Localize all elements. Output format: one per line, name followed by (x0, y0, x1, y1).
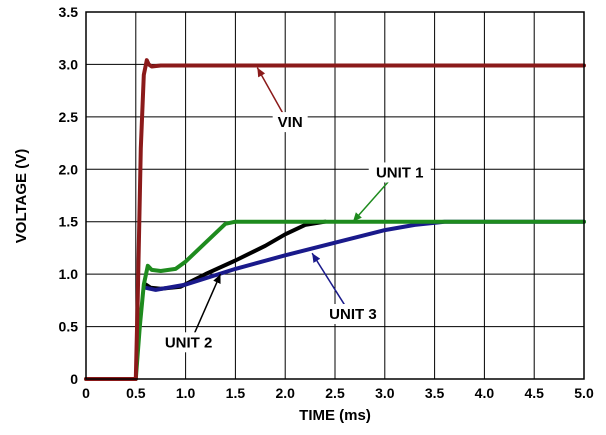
annotation-arrow-unit-2 (193, 273, 222, 334)
annotation-arrow-vin (256, 67, 284, 114)
annotation-label-vin: VIN (278, 114, 303, 131)
x-tick-label: 0 (82, 385, 90, 401)
y-tick-label: 2.0 (59, 161, 79, 177)
annotation-label-bg (272, 112, 308, 133)
y-tick-label: 3.5 (59, 4, 79, 20)
x-tick-label: 3.5 (425, 385, 445, 401)
annotation-label-bg (368, 162, 431, 183)
annotation-arrow-unit-1 (352, 179, 391, 223)
y-tick-label: 3.0 (59, 56, 79, 72)
y-tick-label: 0.5 (59, 319, 79, 335)
annotations: VIN UNIT 1 UNIT 2 UNIT 3 (157, 67, 431, 353)
x-axis-title: TIME (ms) (299, 407, 371, 424)
x-tick-label: 0.5 (126, 385, 146, 401)
x-tick-label: 2.0 (275, 385, 295, 401)
annotation-arrow-unit-3 (311, 252, 346, 307)
annotation-label-unit-3: UNIT 3 (329, 306, 377, 323)
series-layer (84, 58, 586, 381)
tick-labels: 0 0.5 1.0 1.5 2.0 2.5 3.0 3.5 4.0 4.5 5.0 0 0.5 1.0 1.… (59, 4, 594, 401)
annotation-label-bg (321, 303, 384, 324)
x-tick-label: 3.0 (375, 385, 395, 401)
y-tick-label: 2.5 (59, 109, 79, 125)
x-tick-label: 4.0 (475, 385, 495, 401)
series-line-unit-1 (84, 219, 586, 381)
x-tick-label: 5.0 (574, 385, 594, 401)
x-tick-label: 1.5 (226, 385, 246, 401)
y-tick-label: 1.0 (59, 266, 79, 282)
series-line-vin (84, 58, 586, 381)
y-axis-title: VOLTAGE (V) (13, 149, 30, 243)
annotation-label-unit-1: UNIT 1 (376, 164, 424, 181)
y-tick-label: 1.5 (59, 214, 79, 230)
x-tick-label: 4.5 (524, 385, 544, 401)
annotation-label-bg (157, 332, 220, 353)
x-tick-label: 1.0 (176, 385, 196, 401)
y-tick-label: 0 (70, 371, 78, 387)
x-tick-label: 2.5 (325, 385, 345, 401)
annotation-label-unit-2: UNIT 2 (165, 334, 213, 351)
plot-frame (85, 11, 585, 380)
